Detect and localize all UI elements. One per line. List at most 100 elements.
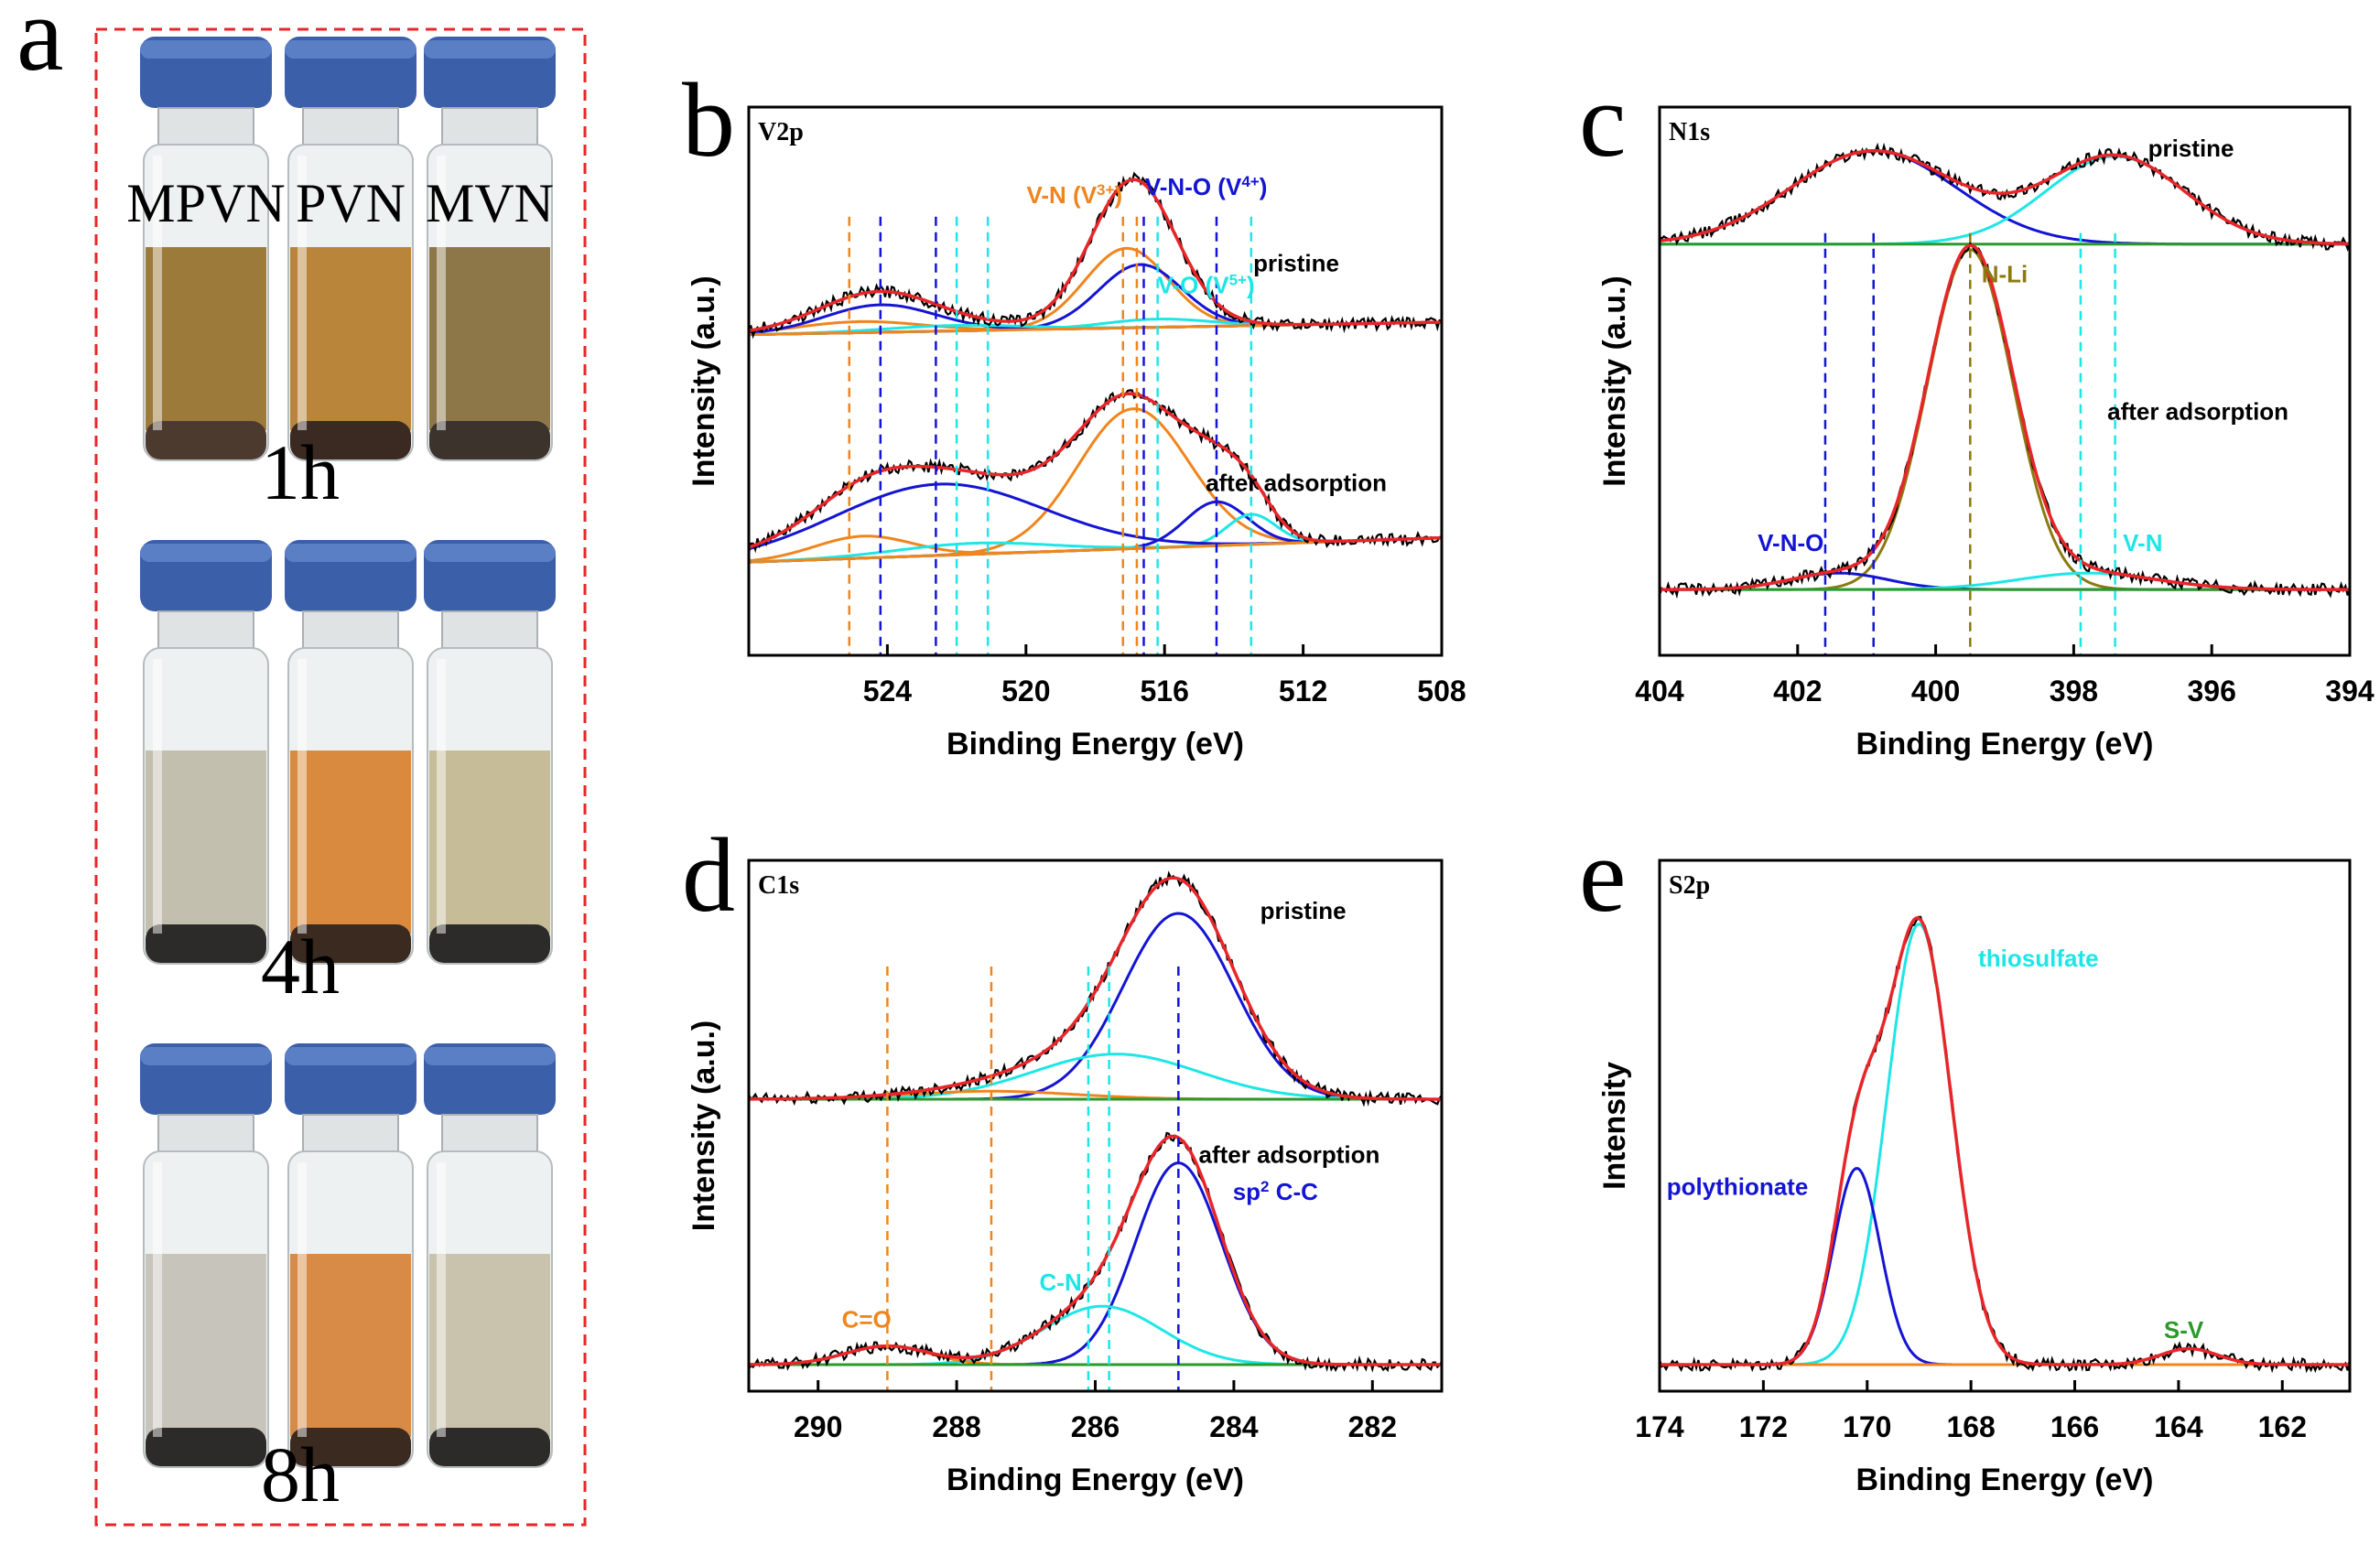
panel-e-letter: e bbox=[1579, 817, 1627, 934]
vial-glare bbox=[153, 1162, 162, 1437]
annotation: V-N (V3+) bbox=[1026, 180, 1122, 209]
vial-neck bbox=[441, 107, 538, 146]
annotation: pristine bbox=[1260, 897, 1347, 924]
vial-row-1h: MPVN PVN MVN 1h bbox=[126, 37, 556, 516]
vial-cap-highlight bbox=[285, 40, 416, 59]
vial-cap-highlight bbox=[140, 544, 272, 562]
vial-label-PVN: PVN bbox=[296, 173, 406, 233]
annotation: V-N-O bbox=[1758, 529, 1823, 556]
vial-cap-highlight bbox=[424, 40, 556, 59]
vial bbox=[285, 1043, 416, 1468]
plot-area bbox=[1660, 915, 2350, 1374]
x-tick-label: 524 bbox=[863, 675, 913, 707]
vial-liquid bbox=[146, 247, 266, 430]
vial-neck bbox=[157, 610, 254, 649]
vial-sediment bbox=[146, 924, 266, 963]
vial-glare bbox=[153, 156, 162, 430]
vial-liquid bbox=[290, 247, 411, 430]
vial-label-MPVN: MPVN bbox=[126, 173, 285, 233]
annotation: thiosulfate bbox=[1978, 945, 2098, 972]
panel-d: d 290 288 286 284 282 Binding Energy (eV) Inten… bbox=[682, 817, 1444, 1497]
vial-glare bbox=[437, 1162, 446, 1437]
vial-neck bbox=[157, 1114, 254, 1152]
peak-sp2-C-C bbox=[749, 1161, 1442, 1366]
vial-cap-highlight bbox=[285, 544, 416, 562]
spectrum-label: C1s bbox=[758, 871, 799, 900]
plot-area bbox=[749, 171, 1442, 655]
annotation: C-N bbox=[1040, 1269, 1082, 1296]
vial-glare bbox=[437, 156, 446, 430]
vial-sediment bbox=[290, 421, 411, 459]
fit-envelope bbox=[1660, 148, 2350, 246]
vial-sediment bbox=[146, 421, 266, 459]
plot-frame bbox=[747, 105, 1444, 657]
vial bbox=[424, 1043, 556, 1468]
vial-liquid bbox=[429, 1254, 550, 1437]
annotation: sp2 C-C bbox=[1233, 1178, 1318, 1206]
x-tick-label: 400 bbox=[1911, 675, 1960, 707]
vial-liquid bbox=[290, 1254, 411, 1437]
annotation: S-V bbox=[2164, 1316, 2204, 1344]
vial-liquid bbox=[429, 247, 550, 430]
x-axis-label: Binding Energy (eV) bbox=[1856, 727, 2154, 761]
x-tick-label: 394 bbox=[2325, 675, 2375, 707]
x-tick-label: 170 bbox=[1843, 1410, 1891, 1443]
vial-glare bbox=[298, 156, 307, 430]
panel-a-letter: a bbox=[16, 0, 64, 93]
panel-c-letter: c bbox=[1579, 62, 1627, 179]
plot-frame bbox=[1658, 858, 2352, 1393]
vial bbox=[140, 540, 272, 965]
vial-sediment bbox=[290, 924, 411, 963]
vial-neck bbox=[302, 610, 399, 649]
time-label-1h: 1h bbox=[261, 428, 340, 516]
fit-envelope bbox=[1660, 916, 2350, 1366]
vial-sediment bbox=[146, 1428, 266, 1466]
peak-sp2-C-C bbox=[749, 912, 1442, 1101]
x-tick-label: 516 bbox=[1141, 675, 1189, 707]
spectrum-pristine bbox=[749, 870, 1442, 1107]
vial bbox=[140, 37, 272, 461]
vial-neck bbox=[302, 1114, 399, 1152]
y-axis-label: Intensity (a.u.) bbox=[687, 1020, 721, 1231]
vial bbox=[424, 37, 556, 461]
annotation: after adsorption bbox=[1206, 469, 1387, 496]
spectrum-pristine bbox=[749, 171, 1442, 340]
vial-liquid bbox=[146, 1254, 266, 1437]
panel-a-frame bbox=[94, 27, 587, 1527]
panel-e: e 174 172 170 168 166 164 162 Binding Energy (eV… bbox=[1579, 817, 2352, 1497]
fit-envelope bbox=[749, 178, 1442, 333]
annotation: after adsorption bbox=[1198, 1141, 1379, 1169]
annotation: V-N bbox=[2123, 529, 2162, 556]
vial-row-8h: 8h bbox=[140, 1043, 556, 1518]
spectrum-after-adsorption bbox=[1660, 241, 2350, 599]
spectrum-pristine bbox=[1660, 142, 2350, 253]
vial-liquid bbox=[429, 751, 550, 934]
spectrum-after-adsorption bbox=[749, 1131, 1442, 1373]
experimental-data bbox=[1660, 915, 2350, 1374]
panel-c: c 404 402 400 398 396 394 Binding Energy (eV) In… bbox=[1579, 62, 2375, 761]
peak-C-N bbox=[749, 1053, 1442, 1101]
spectrum-label: N1s bbox=[1669, 118, 1710, 146]
x-tick-label: 520 bbox=[1001, 675, 1050, 707]
annotation: C=O bbox=[842, 1305, 892, 1333]
vial bbox=[140, 1043, 272, 1468]
x-tick-label: 288 bbox=[932, 1410, 980, 1443]
vial-label-MVN: MVN bbox=[426, 173, 554, 233]
x-tick-label: 168 bbox=[1946, 1410, 1995, 1443]
vial-glare bbox=[437, 659, 446, 934]
plot-frame bbox=[1658, 105, 2352, 657]
annotation: V-O (V5+) bbox=[1158, 271, 1255, 299]
y-axis-label: Intensity (a.u.) bbox=[1597, 275, 1632, 486]
annotation: pristine bbox=[1253, 250, 1339, 277]
annotation: polythionate bbox=[1667, 1172, 1809, 1200]
x-tick-label: 402 bbox=[1773, 675, 1822, 707]
x-tick-label: 398 bbox=[2050, 675, 2098, 707]
vial-sediment bbox=[429, 1428, 550, 1466]
vial-neck bbox=[302, 107, 399, 146]
vial-glare bbox=[298, 1162, 307, 1437]
vial-cap-highlight bbox=[140, 40, 272, 59]
y-axis-label: Intensity bbox=[1597, 1062, 1632, 1190]
panel-b-letter: b bbox=[682, 62, 735, 179]
spectrum-label: V2p bbox=[758, 118, 804, 146]
vial-cap-highlight bbox=[424, 1047, 556, 1065]
